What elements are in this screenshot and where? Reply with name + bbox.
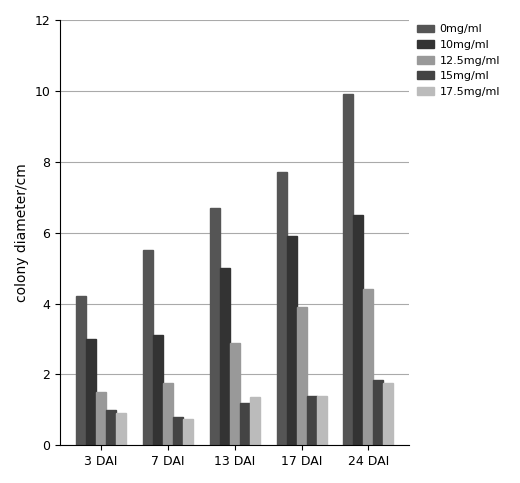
Bar xyxy=(296,307,307,445)
Bar xyxy=(277,172,287,445)
Bar xyxy=(183,419,193,445)
Bar xyxy=(383,383,394,445)
Bar xyxy=(96,392,106,445)
Bar xyxy=(363,289,373,445)
Bar xyxy=(106,410,116,445)
Bar xyxy=(163,383,173,445)
Bar xyxy=(250,398,260,445)
Legend: 0mg/ml, 10mg/ml, 12.5mg/ml, 15mg/ml, 17.5mg/ml: 0mg/ml, 10mg/ml, 12.5mg/ml, 15mg/ml, 17.… xyxy=(413,20,504,101)
Bar xyxy=(307,396,317,445)
Bar xyxy=(354,215,363,445)
Bar xyxy=(153,335,163,445)
Bar xyxy=(210,208,220,445)
Bar xyxy=(220,268,230,445)
Bar xyxy=(76,297,86,445)
Bar xyxy=(240,403,250,445)
Bar xyxy=(230,342,240,445)
Bar xyxy=(373,380,383,445)
Bar xyxy=(143,250,153,445)
Bar xyxy=(86,339,96,445)
Bar xyxy=(343,94,354,445)
Bar xyxy=(317,396,327,445)
Bar xyxy=(287,236,296,445)
Bar xyxy=(173,417,183,445)
Y-axis label: colony diameter/cm: colony diameter/cm xyxy=(15,163,29,302)
Bar xyxy=(116,413,126,445)
